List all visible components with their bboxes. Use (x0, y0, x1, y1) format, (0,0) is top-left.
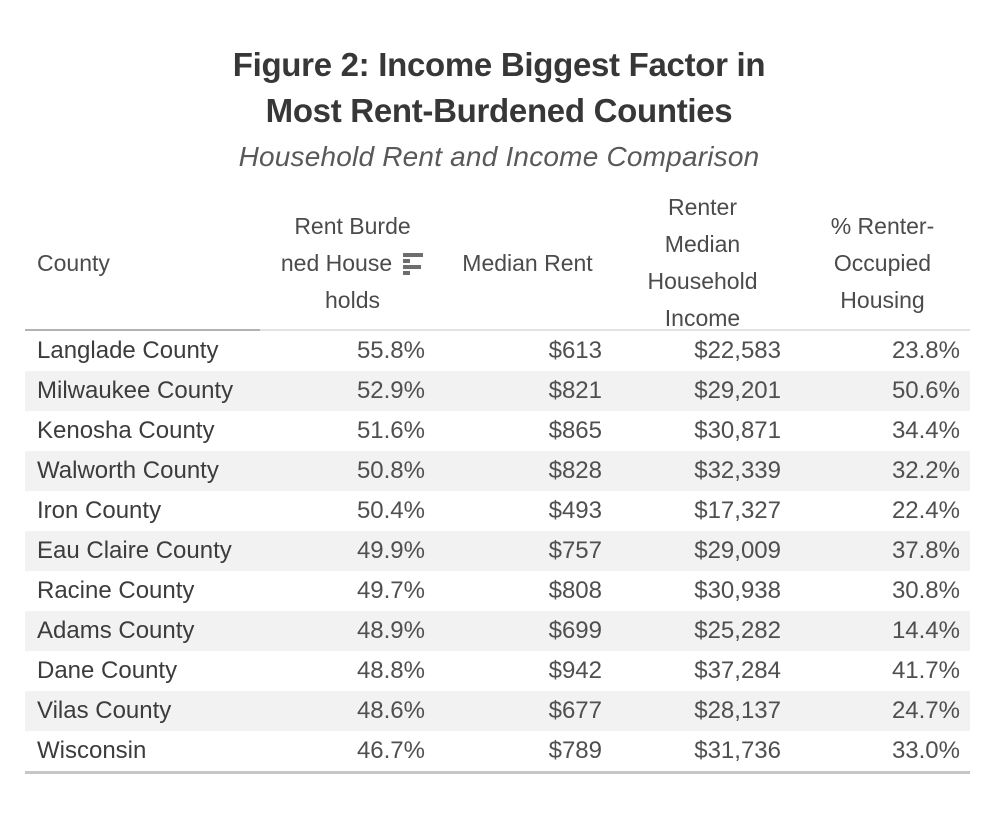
median-rent-cell[interactable]: $789 (548, 737, 602, 764)
column-header-label: Housing (840, 286, 925, 313)
rent-burdened-cell[interactable]: 48.9% (356, 617, 425, 644)
county-cell[interactable]: Milwaukee County (37, 377, 234, 404)
rent-burdened-cell[interactable]: 50.8% (356, 457, 425, 484)
pct-renter-occupied-cell[interactable]: 14.4% (891, 617, 960, 644)
median-rent-cell[interactable]: $757 (548, 537, 602, 564)
renter-income-cell[interactable]: $25,282 (694, 617, 781, 644)
column-header-rent-burdened-households[interactable]: Rent Burde ned House holds (260, 197, 445, 331)
sort-descending-icon[interactable] (403, 252, 424, 276)
renter-income-cell[interactable]: $30,938 (694, 577, 781, 604)
county-cell[interactable]: Vilas County (37, 697, 172, 724)
column-header-label: Median (664, 231, 741, 257)
table-row: Vilas County 48.6% $677 $28,137 24.7% (25, 691, 970, 731)
median-rent-cell[interactable]: $677 (548, 697, 602, 724)
column-header-label: % Renter- (830, 212, 935, 239)
column-header-label: Median Rent (462, 249, 593, 276)
table-row: Kenosha County 51.6% $865 $30,871 34.4% (25, 411, 970, 451)
renter-income-cell[interactable]: $32,339 (694, 457, 781, 484)
pct-renter-occupied-cell[interactable]: 33.0% (891, 737, 960, 764)
table-header-row: County Rent Burde ned House holds Median… (25, 194, 970, 331)
county-cell[interactable]: Adams County (37, 617, 195, 644)
renter-income-cell[interactable]: $30,871 (694, 417, 781, 444)
rent-burdened-cell[interactable]: 48.8% (356, 657, 425, 684)
county-cell[interactable]: Kenosha County (37, 417, 215, 444)
column-header-label: Renter (667, 194, 738, 220)
column-header-county[interactable]: County (25, 197, 260, 331)
renter-income-cell[interactable]: $29,201 (694, 377, 781, 404)
table-row: Eau Claire County 49.9% $757 $29,009 37.… (25, 531, 970, 571)
rent-burdened-cell[interactable]: 50.4% (356, 497, 425, 524)
column-header-label: County (37, 249, 110, 276)
median-rent-cell[interactable]: $865 (548, 417, 602, 444)
pct-renter-occupied-cell[interactable]: 50.6% (891, 377, 960, 404)
median-rent-cell[interactable]: $613 (548, 337, 602, 364)
renter-income-cell[interactable]: $31,736 (694, 737, 781, 764)
table-row: Adams County 48.9% $699 $25,282 14.4% (25, 611, 970, 651)
renter-income-cell[interactable]: $29,009 (694, 537, 781, 564)
median-rent-cell[interactable]: $699 (548, 617, 602, 644)
column-header-label: holds (325, 286, 380, 313)
county-cell[interactable]: Racine County (37, 577, 195, 604)
column-header-label: Income (664, 305, 741, 331)
rent-burdened-cell[interactable]: 51.6% (356, 417, 425, 444)
figure-title: Figure 2: Income Biggest Factor in Most … (0, 42, 998, 134)
rent-burdened-cell[interactable]: 48.6% (356, 697, 425, 724)
figure-subtitle: Household Rent and Income Comparison (238, 141, 760, 172)
table-row: Walworth County 50.8% $828 $32,339 32.2% (25, 451, 970, 491)
table-row: Wisconsin 46.7% $789 $31,736 33.0% (25, 731, 970, 771)
county-cell[interactable]: Eau Claire County (37, 537, 232, 564)
median-rent-cell[interactable]: $828 (548, 457, 602, 484)
rent-burdened-cell[interactable]: 46.7% (356, 737, 425, 764)
table-row: Milwaukee County 52.9% $821 $29,201 50.6… (25, 371, 970, 411)
column-header-label: Household (647, 268, 758, 294)
rent-burdened-cell[interactable]: 55.8% (356, 337, 425, 364)
rent-burdened-cell[interactable]: 49.7% (356, 577, 425, 604)
column-header-label: ned House (280, 249, 393, 276)
figure-title-line-1: Figure 2: Income Biggest Factor in (232, 46, 766, 83)
median-rent-cell[interactable]: $808 (548, 577, 602, 604)
county-cell[interactable]: Wisconsin (37, 737, 147, 764)
pct-renter-occupied-cell[interactable]: 37.8% (891, 537, 960, 564)
table-row: Dane County 48.8% $942 $37,284 41.7% (25, 651, 970, 691)
rent-burdened-cell[interactable]: 49.9% (356, 537, 425, 564)
pct-renter-occupied-cell[interactable]: 30.8% (891, 577, 960, 604)
county-cell[interactable]: Iron County (37, 497, 162, 524)
table-body: Langlade County 55.8% $613 $22,583 23.8%… (25, 331, 970, 774)
renter-income-cell[interactable]: $37,284 (694, 657, 781, 684)
pct-renter-occupied-cell[interactable]: 24.7% (891, 697, 960, 724)
median-rent-cell[interactable]: $821 (548, 377, 602, 404)
pct-renter-occupied-cell[interactable]: 32.2% (891, 457, 960, 484)
pct-renter-occupied-cell[interactable]: 34.4% (891, 417, 960, 444)
column-header-label: Occupied (833, 249, 932, 276)
pct-renter-occupied-cell[interactable]: 22.4% (891, 497, 960, 524)
column-header-renter-median-household-income[interactable]: Renter Median Household Income (610, 194, 795, 331)
renter-income-cell[interactable]: $17,327 (694, 497, 781, 524)
median-rent-cell[interactable]: $942 (548, 657, 602, 684)
table-row: Racine County 49.7% $808 $30,938 30.8% (25, 571, 970, 611)
column-header-label: Rent Burde (294, 212, 411, 239)
county-cell[interactable]: Langlade County (37, 337, 219, 364)
table-row: Langlade County 55.8% $613 $22,583 23.8% (25, 331, 970, 371)
column-header-pct-renter-occupied-housing[interactable]: % Renter- Occupied Housing (795, 197, 970, 331)
county-cell[interactable]: Dane County (37, 657, 178, 684)
figure-title-line-2: Most Rent-Burdened Counties (265, 92, 733, 129)
pct-renter-occupied-cell[interactable]: 23.8% (891, 337, 960, 364)
table-row: Iron County 50.4% $493 $17,327 22.4% (25, 491, 970, 531)
pct-renter-occupied-cell[interactable]: 41.7% (891, 657, 960, 684)
median-rent-cell[interactable]: $493 (548, 497, 602, 524)
renter-income-cell[interactable]: $22,583 (694, 337, 781, 364)
county-cell[interactable]: Walworth County (37, 457, 219, 484)
column-header-median-rent[interactable]: Median Rent (445, 197, 610, 331)
renter-income-cell[interactable]: $28,137 (694, 697, 781, 724)
rent-burdened-cell[interactable]: 52.9% (356, 377, 425, 404)
data-table: County Rent Burde ned House holds Median… (25, 194, 970, 774)
